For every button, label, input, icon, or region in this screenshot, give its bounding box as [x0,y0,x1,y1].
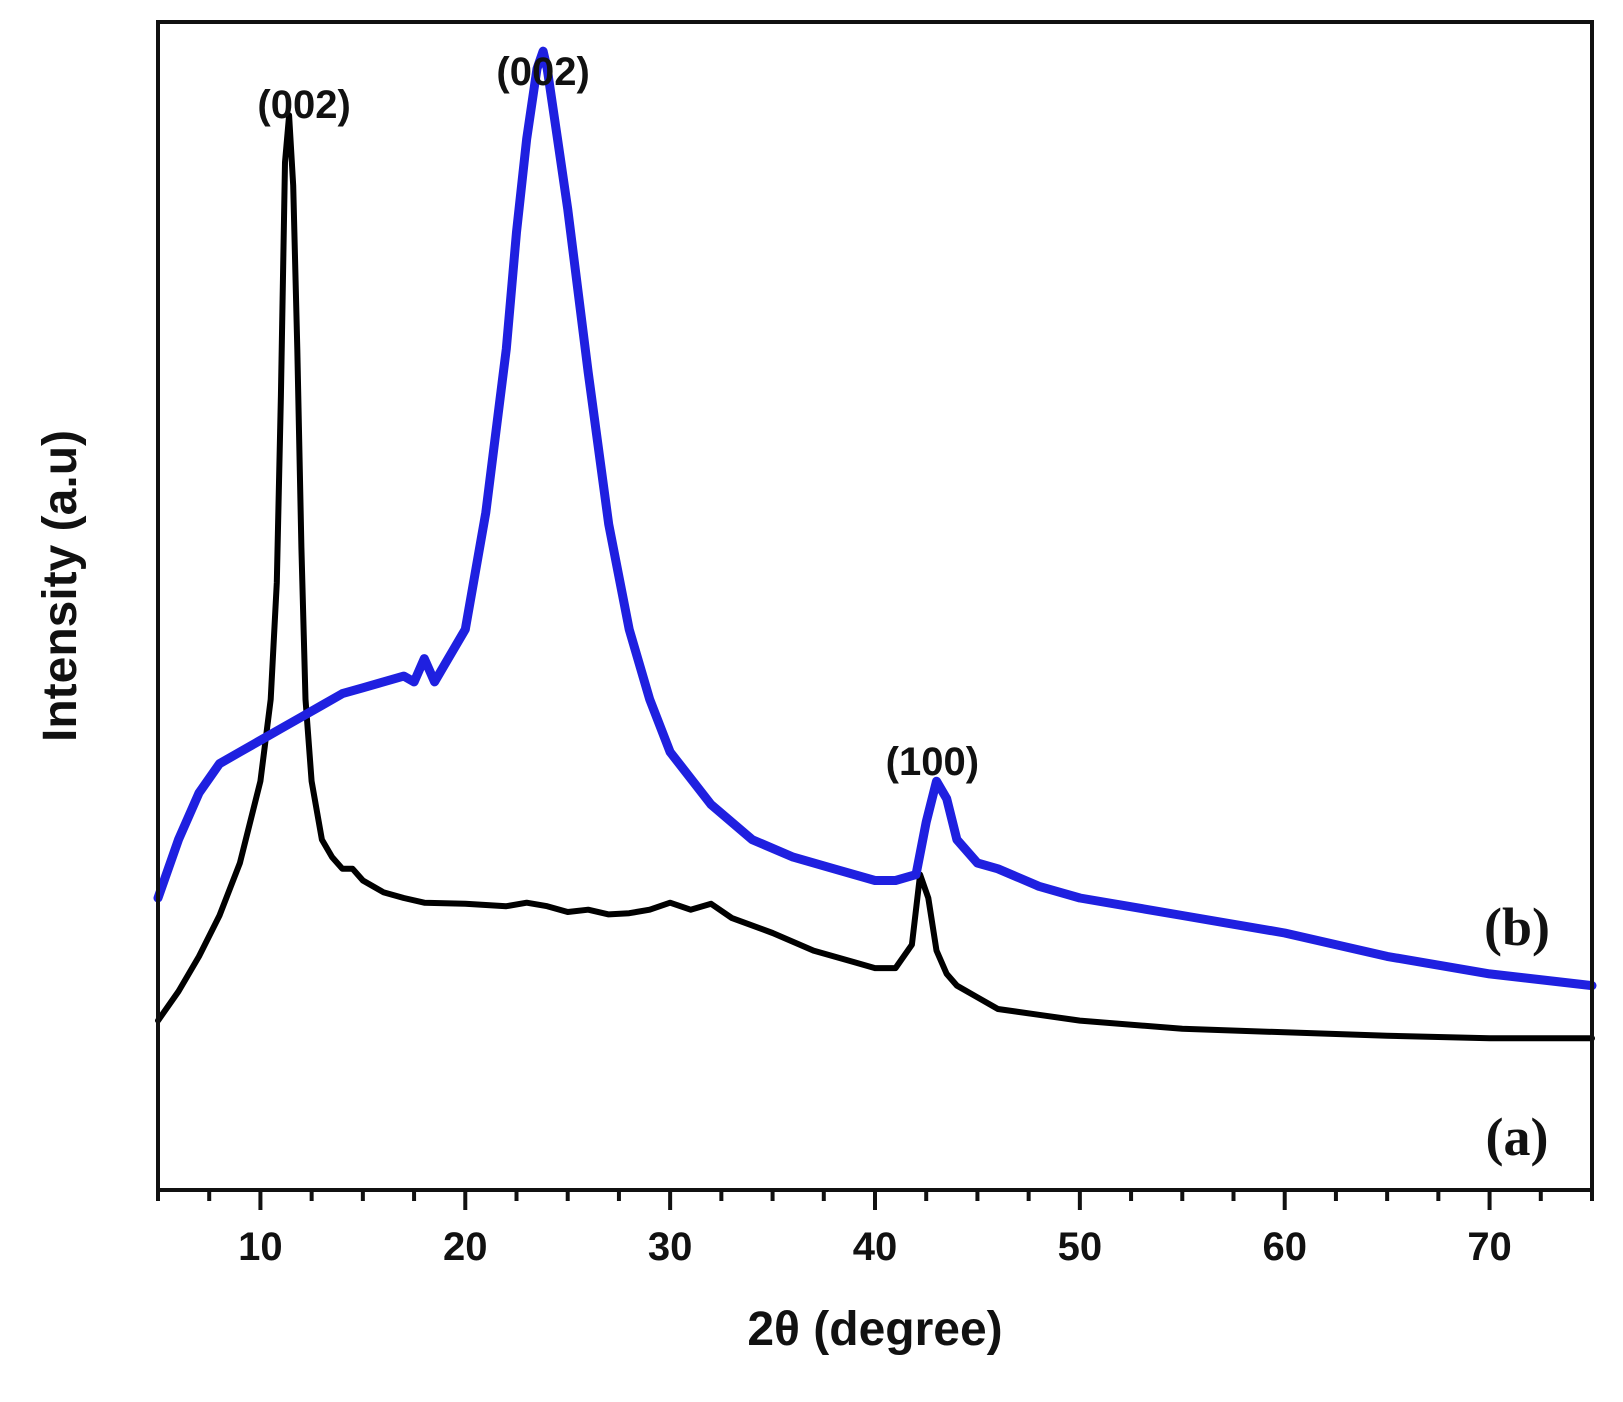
y-axis-title: Intensity (a.u) [34,430,87,742]
x-tick-label: 10 [238,1225,283,1269]
peak-annotations: (002) (002) (100) [257,50,979,784]
series-line-b [153,46,1597,991]
series-label-b: (b) [1484,897,1550,957]
peak-label: (002) [257,83,350,127]
x-axis-tick-labels: 10 20 30 40 50 60 70 [238,1225,1512,1269]
x-tick-label: 60 [1262,1225,1307,1269]
x-tick-label: 50 [1058,1225,1103,1269]
series-labels: (a) (b) [1484,897,1550,1167]
peak-label: (100) [886,740,979,784]
series-label-a: (a) [1486,1107,1549,1167]
x-tick-label: 70 [1467,1225,1512,1269]
x-tick-label: 40 [853,1225,898,1269]
series-line-a [155,112,1595,1042]
plot-frame [156,20,1594,1192]
x-tick-label: 30 [648,1225,693,1269]
plot-lines [153,46,1597,1042]
peak-label: (002) [496,50,589,94]
x-tick-label: 20 [443,1225,488,1269]
x-axis-title: 2θ (degree) [747,1303,1002,1356]
x-axis-ticks [156,1190,1594,1210]
